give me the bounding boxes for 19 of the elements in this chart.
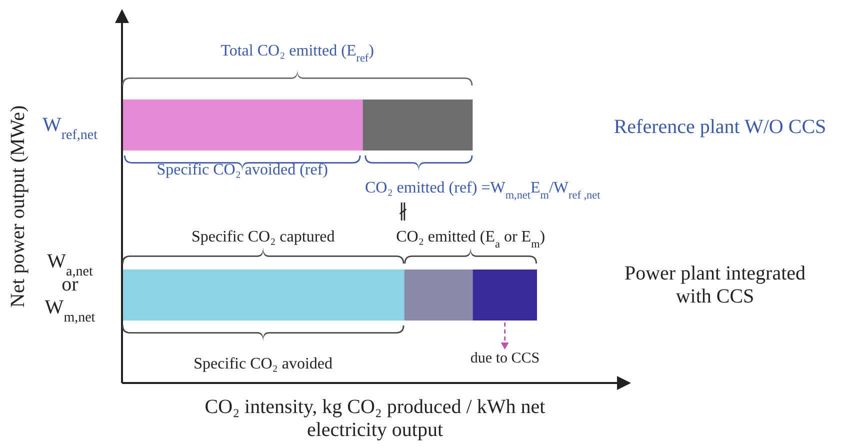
- annotation: Specific CO₂ avoided: [194, 356, 333, 372]
- annotation: Specific CO₂ captured: [191, 228, 335, 246]
- y-tick-label: W$_{ref,net}$: [42, 114, 98, 142]
- bar: [472, 270, 537, 320]
- bar: [122, 270, 404, 320]
- y-axis-title: Net power output (MWe): [7, 105, 29, 308]
- annotation: Specific CO₂ avoided (ref): [156, 162, 328, 178]
- annotation: Total CO₂ emitted (E$_{ref}$): [220, 42, 374, 64]
- bar: [362, 100, 473, 150]
- x-axis-title: CO₂ intensity, kg CO₂ produced / kWh net electricity output: [204, 396, 546, 441]
- annotation: due to CCS: [470, 350, 540, 366]
- bar: [404, 270, 473, 320]
- annotation: CO₂ emitted (E$_{a}$ or E$_{m}$): [396, 228, 546, 250]
- y-tick-label: W$_{a,net}$ or W$_{m,net}$: [44, 250, 96, 325]
- annotation: CO₂ emitted (ref) =W$_{m,net}$E$_{m}$/W$_{ref ,net}$: [365, 180, 602, 202]
- bar: [122, 100, 363, 150]
- text: Reference plant W/O CCS: [614, 116, 826, 138]
- annotation: ∦: [398, 200, 408, 220]
- text: Power plant integrated with CCS: [624, 262, 806, 308]
